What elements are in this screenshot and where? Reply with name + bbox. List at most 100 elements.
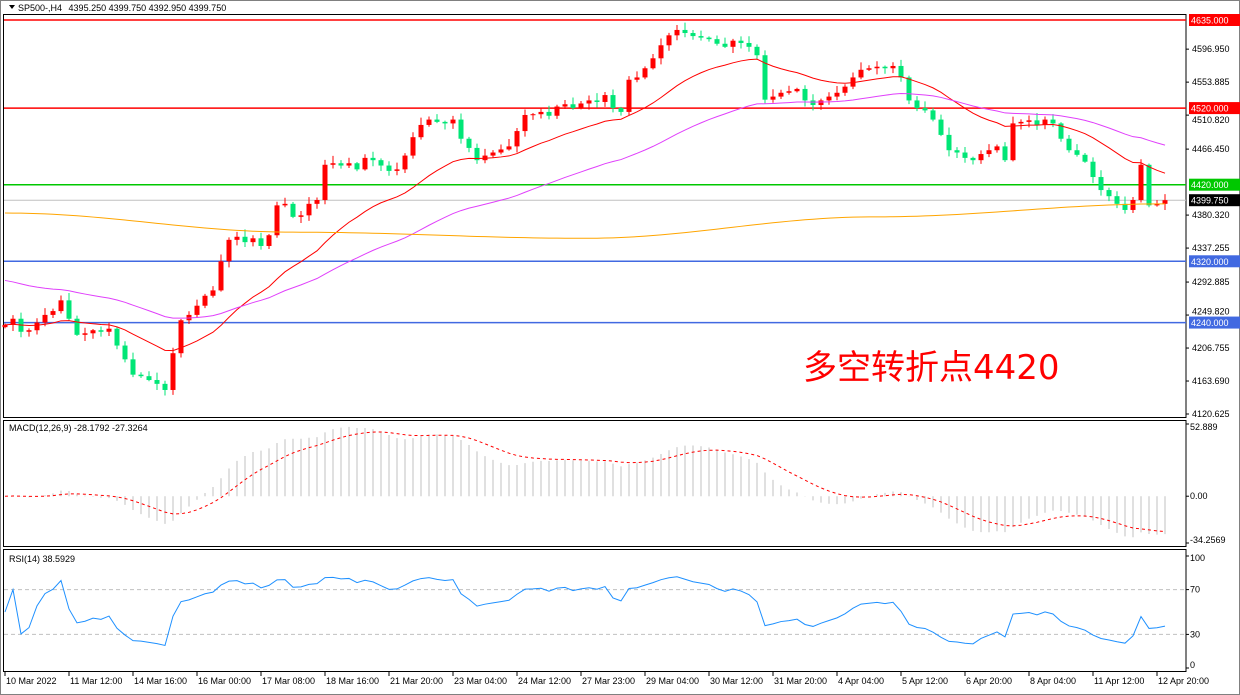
candle — [674, 29, 680, 36]
candle — [314, 200, 320, 204]
candle — [226, 239, 232, 262]
level-label-bg — [1189, 255, 1240, 268]
candle — [322, 164, 328, 201]
candle — [842, 86, 848, 93]
candle — [418, 124, 424, 138]
candle — [930, 110, 936, 120]
candle — [610, 95, 616, 109]
candle — [858, 69, 864, 78]
candle — [106, 328, 112, 332]
candle — [466, 138, 472, 148]
y-tick-label: 4206.755 — [1192, 343, 1230, 353]
candle — [266, 235, 272, 246]
candle — [970, 157, 976, 161]
candle — [498, 149, 504, 153]
macd-tick-label: -34.2569 — [1190, 535, 1226, 545]
candle — [1138, 164, 1144, 201]
candle — [866, 68, 872, 70]
candle — [306, 203, 312, 216]
candle — [538, 111, 544, 115]
level-label: 4635.000 — [1191, 16, 1229, 26]
candle — [682, 29, 688, 34]
candle — [1130, 200, 1136, 210]
candle — [506, 146, 512, 150]
x-tick-label: 23 Mar 04:00 — [454, 676, 507, 686]
x-tick-label: 8 Apr 04:00 — [1030, 676, 1076, 686]
candle — [946, 134, 952, 151]
candle — [74, 318, 80, 335]
candle — [290, 203, 296, 217]
candle — [754, 46, 760, 56]
candle — [114, 328, 120, 346]
candle — [698, 36, 704, 38]
rsi-panel — [3, 549, 1187, 672]
candle — [218, 261, 224, 291]
candle — [738, 40, 744, 43]
candle — [138, 374, 144, 377]
candle — [626, 79, 632, 112]
candle — [434, 119, 440, 122]
candle — [850, 77, 856, 87]
candle — [890, 65, 896, 69]
candle — [514, 131, 520, 147]
y-tick-label: 4120.625 — [1192, 409, 1230, 419]
level-label: 4320.000 — [1191, 257, 1229, 267]
candle — [994, 146, 1000, 151]
y-tick-label: 4466.450 — [1192, 144, 1230, 154]
candle — [82, 333, 88, 335]
candle — [202, 295, 208, 306]
candle — [706, 37, 712, 40]
level-label-bg — [1189, 102, 1240, 115]
candle — [194, 305, 200, 315]
x-tick-label: 24 Mar 12:00 — [518, 676, 571, 686]
candle — [1058, 123, 1064, 139]
candle — [130, 359, 136, 375]
candle — [658, 45, 664, 59]
candle — [922, 108, 928, 111]
candle — [898, 65, 904, 78]
candle — [778, 92, 784, 97]
candle — [794, 88, 800, 92]
candle — [818, 100, 824, 106]
ma-slow-line — [4, 203, 1166, 239]
candle — [426, 119, 432, 125]
candle — [770, 96, 776, 100]
macd-tick-label: 52.889 — [1190, 422, 1218, 432]
x-tick-label: 6 Apr 20:00 — [966, 676, 1012, 686]
candle — [786, 91, 792, 93]
y-tick-label: 4292.885 — [1192, 277, 1230, 287]
y-tick-label: 4380.320 — [1192, 210, 1230, 220]
candle — [634, 77, 640, 80]
x-tick-label: 17 Mar 08:00 — [262, 676, 315, 686]
candle — [474, 147, 480, 161]
candle — [746, 42, 752, 47]
candle — [722, 43, 728, 47]
candle — [490, 152, 496, 156]
candle — [1050, 119, 1056, 124]
candle — [714, 39, 720, 44]
candle — [410, 137, 416, 156]
candle — [402, 155, 408, 170]
candle — [586, 100, 592, 104]
rsi-title: RSI(14) 38.5929 — [9, 554, 75, 564]
candle — [370, 157, 376, 161]
candle — [562, 104, 568, 107]
candle — [1146, 164, 1152, 206]
candle — [594, 100, 600, 102]
level-label: 4420.000 — [1191, 180, 1229, 190]
candle — [162, 383, 168, 390]
candle — [906, 77, 912, 101]
rsi-tick-label: 70 — [1190, 585, 1200, 595]
candle — [1106, 190, 1112, 197]
candle — [1154, 203, 1160, 206]
y-tick-label: 4337.255 — [1192, 243, 1230, 253]
y-tick-label: 4553.885 — [1192, 77, 1230, 87]
ma-fast-line — [4, 58, 1166, 352]
x-tick-label: 18 Mar 16:00 — [326, 676, 379, 686]
candle — [50, 311, 56, 315]
candle — [98, 330, 104, 332]
rsi-line — [4, 576, 1166, 647]
x-tick-label: 31 Mar 20:00 — [774, 676, 827, 686]
candle — [442, 121, 448, 124]
